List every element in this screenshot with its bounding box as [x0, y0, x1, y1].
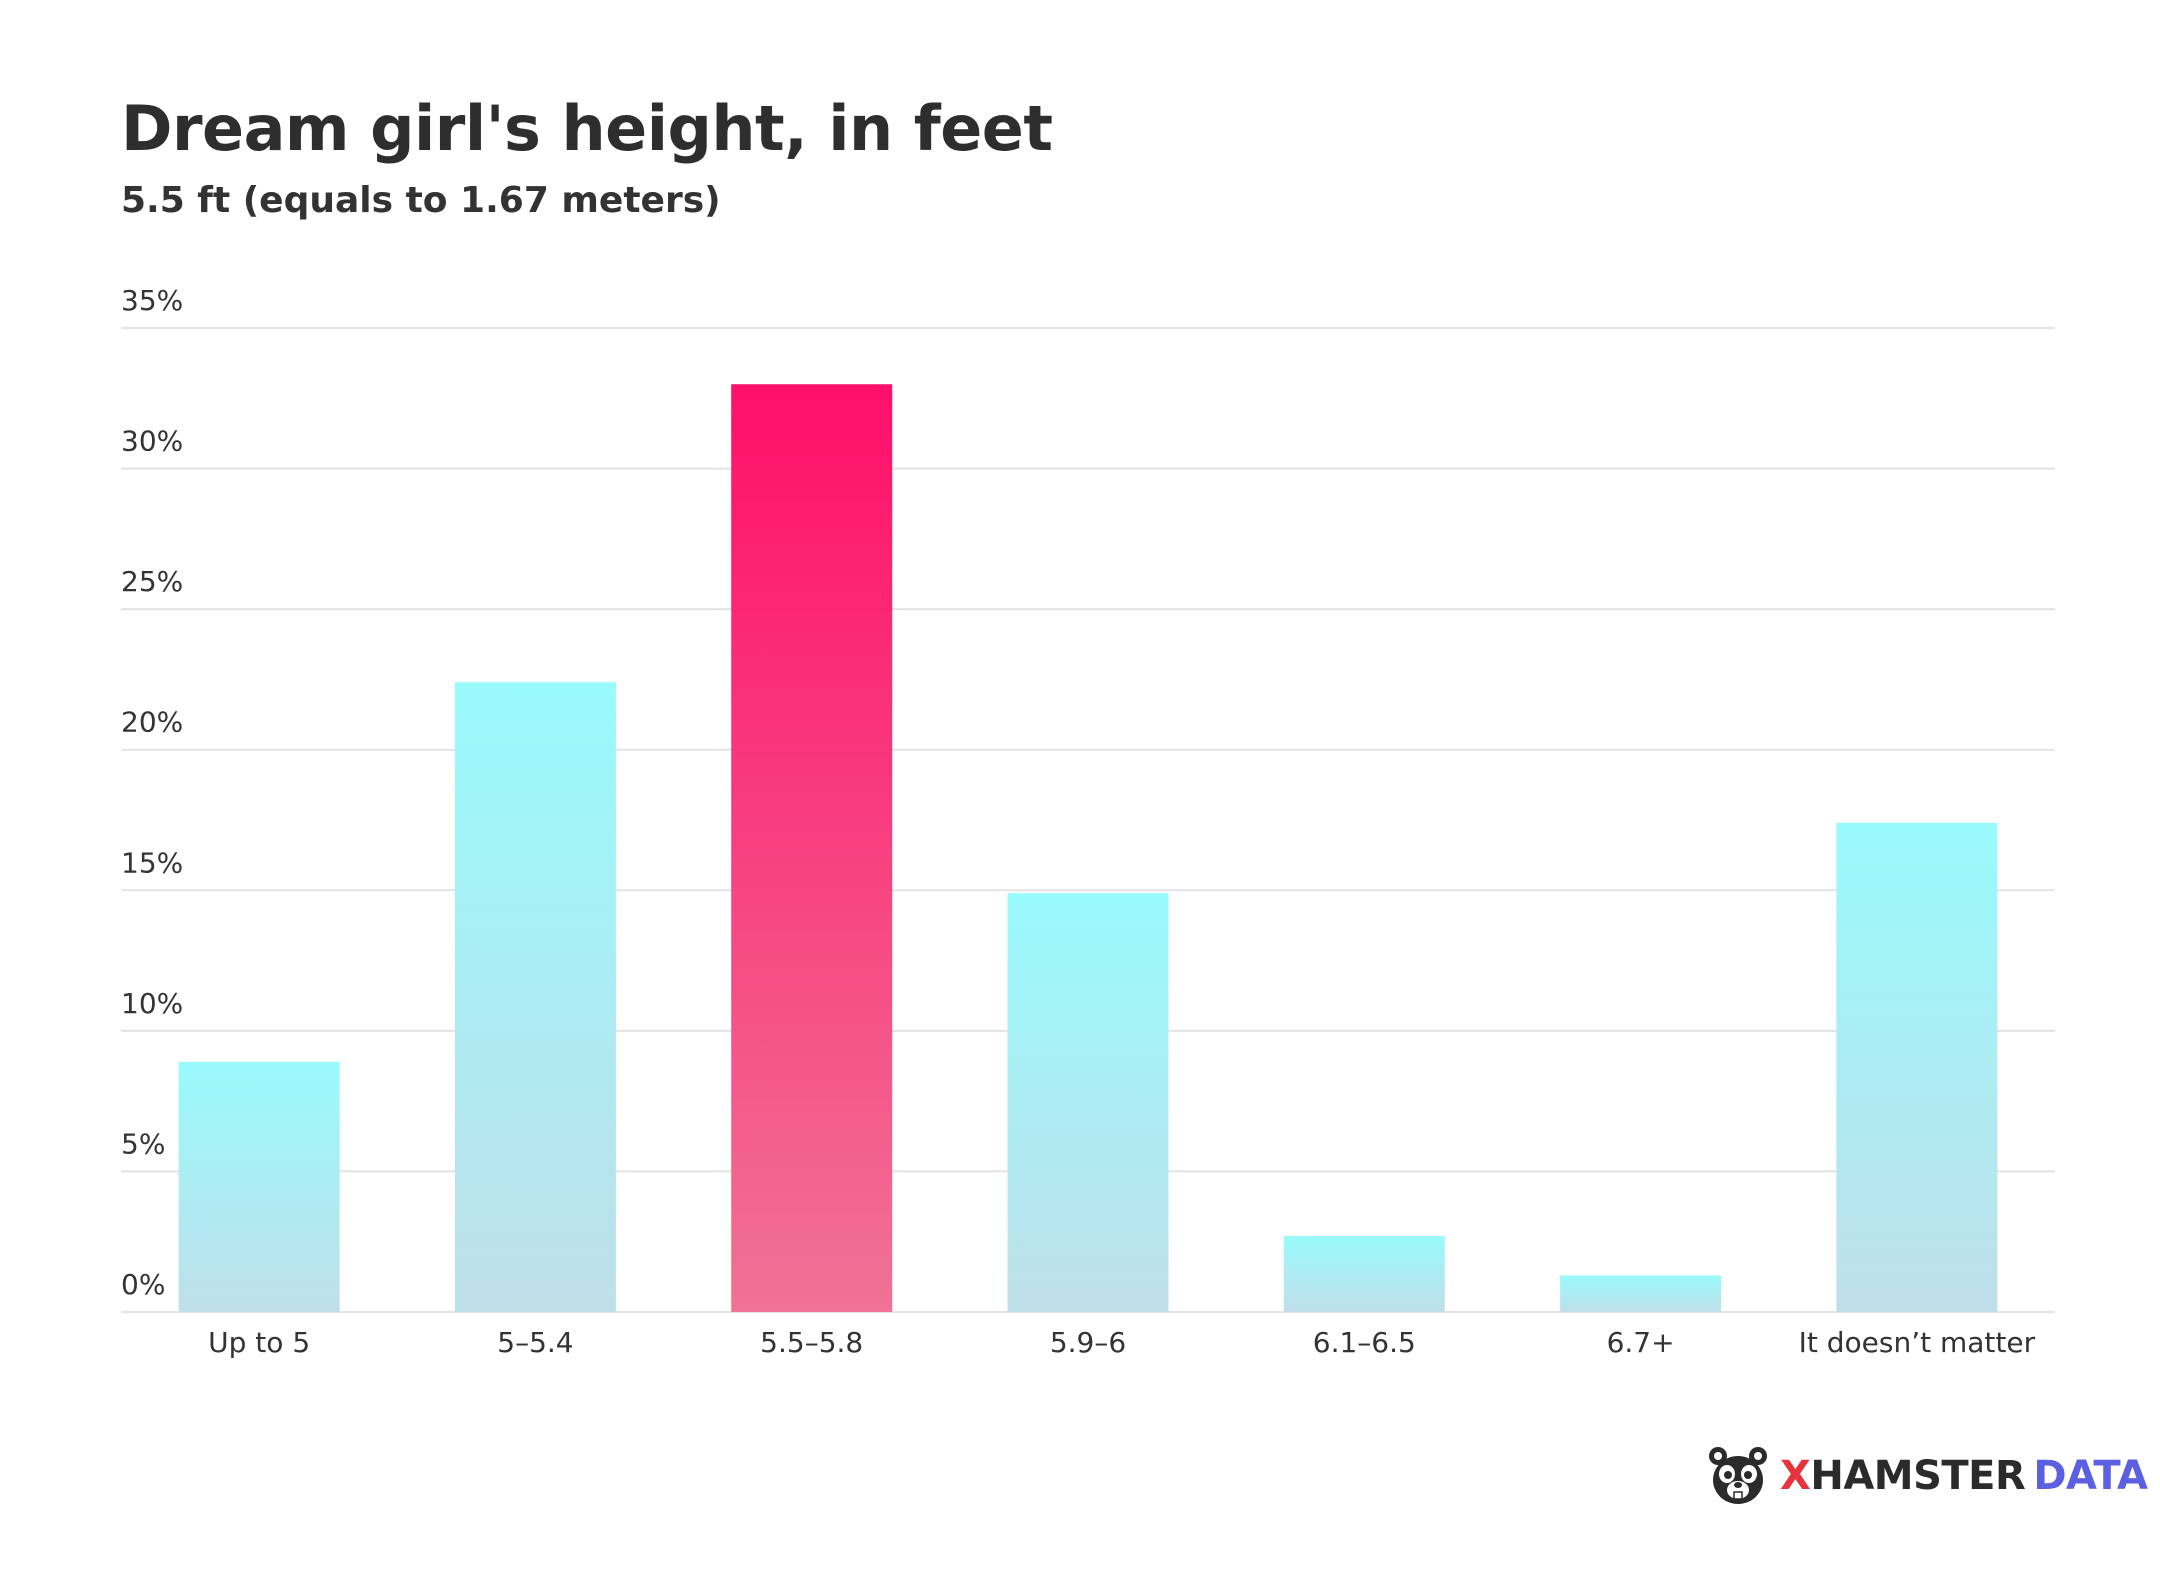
y-tick-label: 30%: [121, 425, 183, 458]
y-tick-label: 20%: [121, 706, 183, 739]
y-axis-ticks: 0% 5% 10% 15% 20% 25% 30% 35%: [121, 284, 183, 1301]
chart-subtitle: 5.5 ft (equals to 1.67 meters): [121, 180, 721, 221]
bar-it-doesn-t-matter: [1836, 822, 1998, 1312]
chart-title: Dream girl's height, in feet: [121, 92, 1053, 165]
x-tick-label: 5–5.4: [497, 1326, 573, 1359]
y-tick-label: 0%: [121, 1268, 165, 1301]
bars: [178, 384, 1998, 1312]
brand-x: X: [1780, 1453, 1811, 1499]
y-tick-label: 35%: [121, 284, 183, 317]
bar-5-9-6: [1007, 893, 1169, 1312]
brand-hamster: HAMSTER: [1810, 1453, 2026, 1499]
hamster-logo-icon: [1709, 1447, 1767, 1504]
x-tick-label: 5.9–6: [1050, 1326, 1126, 1359]
y-tick-label: 15%: [121, 846, 183, 879]
x-tick-label: It doesn’t matter: [1799, 1326, 2036, 1359]
bar-6-1-6-5: [1283, 1236, 1445, 1312]
y-tick-label: 25%: [121, 565, 183, 598]
brand-data: DATA: [2033, 1453, 2148, 1499]
x-tick-label: 5.5–5.8: [760, 1326, 863, 1359]
bar-5-5-4: [454, 682, 616, 1312]
y-tick-label: 10%: [121, 987, 183, 1020]
brand-logo: XHAMSTER DATA: [1706, 1442, 2148, 1510]
bar-up-to-5: [178, 1061, 340, 1312]
x-tick-label: 6.7+: [1607, 1326, 1675, 1359]
x-tick-label: Up to 5: [208, 1326, 310, 1359]
bar-6-7: [1560, 1275, 1722, 1312]
x-axis-labels: Up to 5 5–5.4 5.5–5.8 5.9–6 6.1–6.5 6.7+ It do…: [208, 1326, 2035, 1359]
brand-wordmark: XHAMSTER DATA: [1780, 1453, 2148, 1499]
x-tick-label: 6.1–6.5: [1313, 1326, 1416, 1359]
y-tick-label: 5%: [121, 1127, 165, 1160]
bar-5-5-5-8: [731, 384, 893, 1312]
